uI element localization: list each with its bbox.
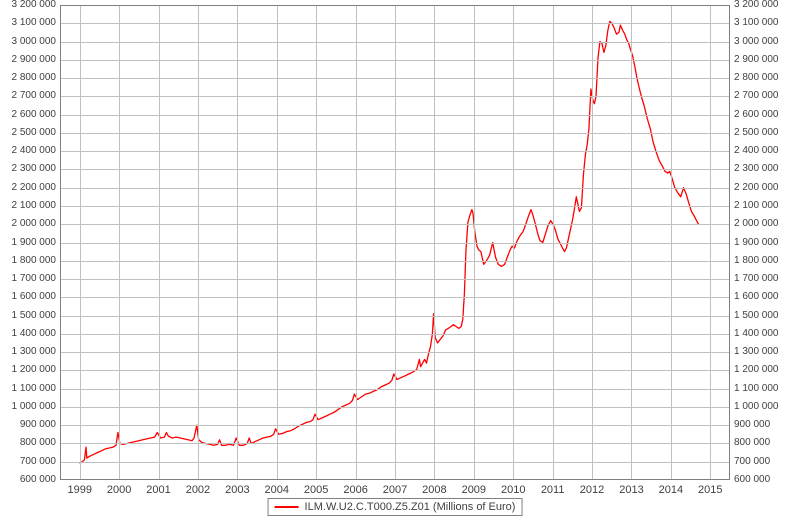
- y-tick-label-right: 2 800 000: [734, 72, 779, 83]
- y-tick-label-right: 2 200 000: [734, 182, 779, 193]
- y-tick-label-right: 800 000: [734, 437, 770, 448]
- v-gridline: [474, 6, 475, 479]
- y-tick-label-left: 2 200 000: [12, 182, 57, 193]
- y-tick-label-left: 2 000 000: [12, 218, 57, 229]
- x-tick-label: 1999: [67, 484, 91, 496]
- v-gridline: [631, 6, 632, 479]
- y-tick-label-right: 1 800 000: [734, 255, 779, 266]
- v-gridline: [159, 6, 160, 479]
- x-tick-label: 2001: [146, 484, 170, 496]
- y-tick-label-right: 2 600 000: [734, 109, 779, 120]
- y-tick-label-left: 3 100 000: [12, 17, 57, 28]
- v-gridline: [395, 6, 396, 479]
- x-tick-label: 2003: [225, 484, 249, 496]
- y-tick-label-right: 900 000: [734, 419, 770, 430]
- y-tick-label-right: 2 100 000: [734, 200, 779, 211]
- v-gridline: [198, 6, 199, 479]
- v-gridline: [592, 6, 593, 479]
- x-tick-label: 2000: [107, 484, 131, 496]
- y-tick-label-left: 3 000 000: [12, 36, 57, 47]
- x-tick-label: 2004: [265, 484, 289, 496]
- v-gridline: [513, 6, 514, 479]
- y-tick-label-right: 1 500 000: [734, 310, 779, 321]
- y-tick-label-right: 3 100 000: [734, 17, 779, 28]
- y-tick-label-left: 1 500 000: [12, 310, 57, 321]
- x-tick-label: 2002: [186, 484, 210, 496]
- y-tick-label-left: 900 000: [20, 419, 56, 430]
- y-tick-label-left: 2 300 000: [12, 163, 57, 174]
- y-tick-label-left: 600 000: [20, 474, 56, 485]
- x-tick-label: 2005: [304, 484, 328, 496]
- x-tick-label: 2014: [659, 484, 683, 496]
- y-tick-label-right: 2 700 000: [734, 90, 779, 101]
- y-tick-label-left: 2 500 000: [12, 127, 57, 138]
- x-tick-label: 2011: [541, 484, 565, 496]
- y-tick-label-left: 2 800 000: [12, 72, 57, 83]
- v-gridline: [277, 6, 278, 479]
- y-tick-label-right: 2 300 000: [734, 163, 779, 174]
- y-tick-label-right: 1 700 000: [734, 273, 779, 284]
- x-tick-label: 2010: [501, 484, 525, 496]
- y-tick-label-right: 1 200 000: [734, 364, 779, 375]
- y-tick-label-right: 1 900 000: [734, 237, 779, 248]
- v-gridline: [553, 6, 554, 479]
- y-tick-label-right: 3 000 000: [734, 36, 779, 47]
- chart-container: ILM.W.U2.C.T000.Z5.Z01 (Millions of Euro…: [0, 0, 790, 520]
- y-tick-label-left: 2 400 000: [12, 145, 57, 156]
- v-gridline: [316, 6, 317, 479]
- y-tick-label-right: 1 600 000: [734, 291, 779, 302]
- y-tick-label-left: 1 100 000: [12, 383, 57, 394]
- y-tick-label-right: 2 000 000: [734, 218, 779, 229]
- y-tick-label-left: 1 600 000: [12, 291, 57, 302]
- y-tick-label-left: 1 800 000: [12, 255, 57, 266]
- y-tick-label-left: 800 000: [20, 437, 56, 448]
- y-tick-label-right: 700 000: [734, 456, 770, 467]
- v-gridline: [237, 6, 238, 479]
- y-tick-label-right: 1 400 000: [734, 328, 779, 339]
- y-tick-label-left: 3 200 000: [12, 0, 57, 10]
- y-tick-label-right: 1 000 000: [734, 401, 779, 412]
- y-tick-label-right: 3 200 000: [734, 0, 779, 10]
- legend-line-swatch: [275, 506, 299, 508]
- y-tick-label-left: 1 000 000: [12, 401, 57, 412]
- v-gridline: [356, 6, 357, 479]
- y-tick-label-left: 1 200 000: [12, 364, 57, 375]
- y-tick-label-right: 600 000: [734, 474, 770, 485]
- y-tick-label-left: 1 700 000: [12, 273, 57, 284]
- v-gridline: [434, 6, 435, 479]
- y-tick-label-right: 2 500 000: [734, 127, 779, 138]
- y-tick-label-left: 700 000: [20, 456, 56, 467]
- y-tick-label-left: 1 300 000: [12, 346, 57, 357]
- y-tick-label-left: 2 100 000: [12, 200, 57, 211]
- x-tick-label: 2008: [422, 484, 446, 496]
- y-tick-label-left: 2 700 000: [12, 90, 57, 101]
- legend: ILM.W.U2.C.T000.Z5.Z01 (Millions of Euro…: [268, 498, 523, 516]
- x-tick-label: 2007: [383, 484, 407, 496]
- x-tick-label: 2015: [698, 484, 722, 496]
- y-tick-label-left: 1 900 000: [12, 237, 57, 248]
- y-tick-label-right: 2 900 000: [734, 54, 779, 65]
- y-tick-label-left: 2 600 000: [12, 109, 57, 120]
- x-tick-label: 2009: [462, 484, 486, 496]
- v-gridline: [119, 6, 120, 479]
- legend-label: ILM.W.U2.C.T000.Z5.Z01 (Millions of Euro…: [305, 501, 516, 513]
- x-tick-label: 2012: [580, 484, 604, 496]
- v-gridline: [710, 6, 711, 479]
- v-gridline: [80, 6, 81, 479]
- v-gridline: [671, 6, 672, 479]
- y-tick-label-right: 2 400 000: [734, 145, 779, 156]
- y-tick-label-right: 1 100 000: [734, 383, 779, 394]
- y-tick-label-right: 1 300 000: [734, 346, 779, 357]
- y-tick-label-left: 2 900 000: [12, 54, 57, 65]
- x-tick-label: 2006: [343, 484, 367, 496]
- y-tick-label-left: 1 400 000: [12, 328, 57, 339]
- x-tick-label: 2013: [619, 484, 643, 496]
